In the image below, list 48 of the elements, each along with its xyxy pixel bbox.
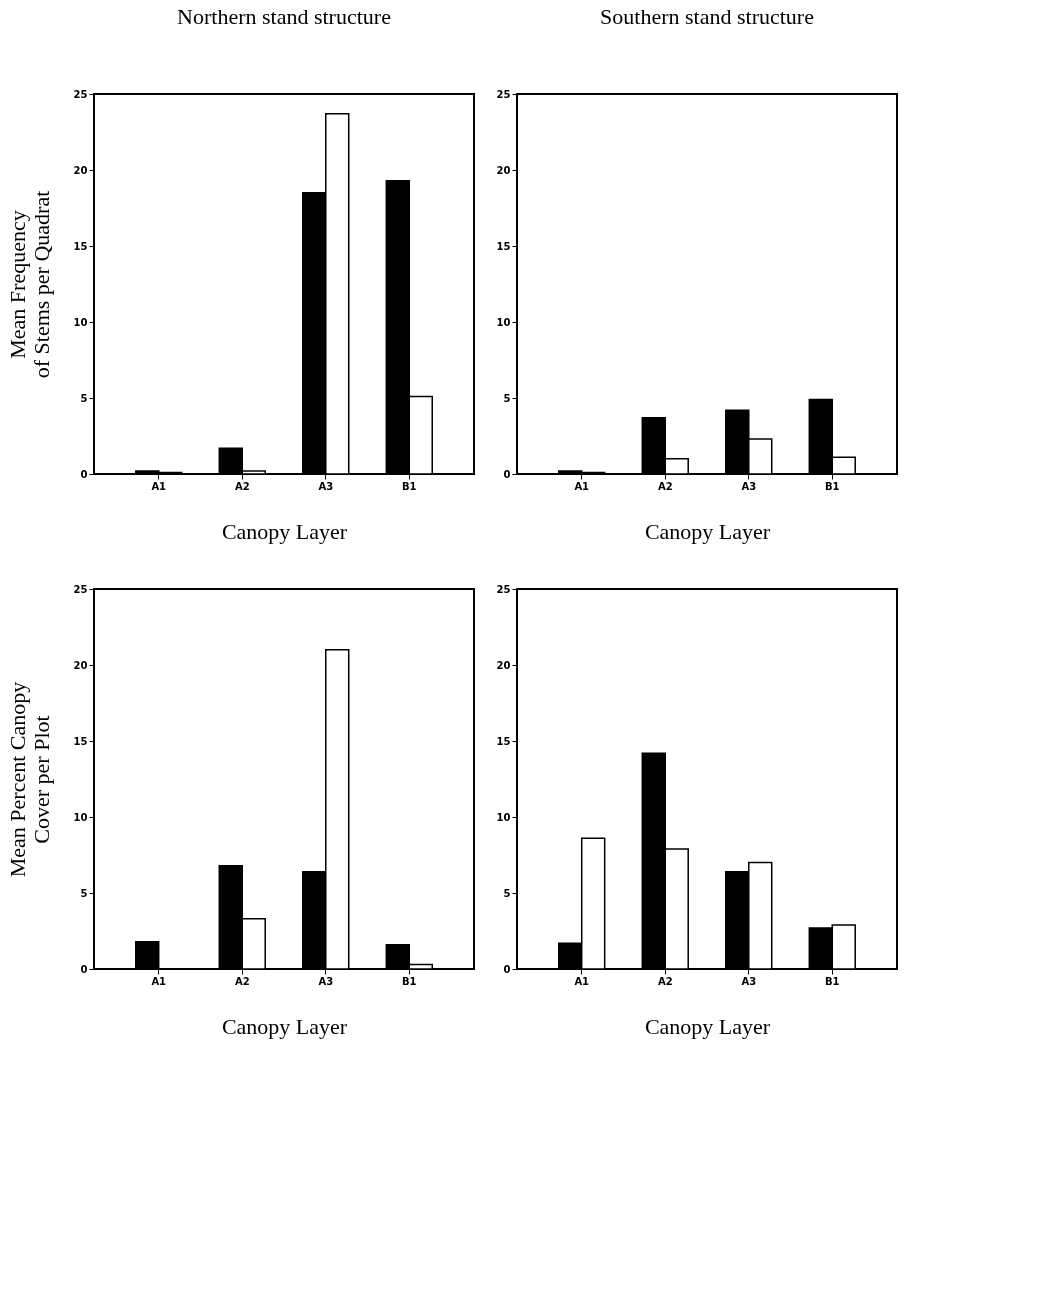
y-tick-label: 25	[496, 583, 511, 595]
x-tick-label: A1	[574, 480, 590, 492]
x-tick-label: A1	[151, 975, 167, 987]
chart-title: Southern stand structure	[600, 4, 814, 29]
y-tick-label: 15	[496, 735, 511, 747]
x-tick-label: A1	[151, 480, 167, 492]
y-tick-label: 0	[80, 468, 88, 480]
y-tick-label: 0	[80, 963, 88, 975]
y-tick-label: 15	[496, 240, 511, 252]
y-tick-label: 25	[73, 583, 88, 595]
y-axis-title: Mean Percent Canopy Cover per Plot	[4, 681, 54, 878]
y-tick-label: 25	[496, 88, 511, 100]
x-tick-label: B1	[401, 975, 417, 987]
y-tick-label: 20	[496, 659, 511, 671]
y-tick-label: 20	[496, 164, 511, 176]
x-axis-title: Canopy Layer	[221, 518, 348, 544]
x-axis-title: Canopy Layer	[644, 1013, 771, 1039]
y-tick-label: 5	[80, 392, 88, 404]
x-tick-label: A3	[741, 480, 757, 492]
x-tick-label: A2	[234, 480, 250, 492]
x-tick-label: A2	[234, 975, 250, 987]
x-tick-label: B1	[401, 480, 417, 492]
chart-title: Northern stand structure	[177, 4, 391, 29]
y-tick-label: 5	[503, 887, 511, 899]
x-tick-label: A1	[574, 975, 590, 987]
y-axis-title: Mean Frequency of Stems per Quadrat	[4, 190, 54, 379]
x-tick-label: A2	[657, 480, 673, 492]
x-tick-label: A3	[318, 975, 334, 987]
y-tick-label: 5	[80, 887, 88, 899]
y-tick-label: 10	[496, 811, 511, 823]
y-tick-label: 5	[503, 392, 511, 404]
x-tick-label: A3	[318, 480, 334, 492]
x-axis-title: Canopy Layer	[644, 518, 771, 544]
y-tick-label: 0	[503, 963, 511, 975]
x-tick-label: A3	[741, 975, 757, 987]
x-tick-label: B1	[824, 480, 840, 492]
y-tick-label: 20	[73, 164, 88, 176]
x-axis-title: Canopy Layer	[221, 1013, 348, 1039]
y-tick-label: 20	[73, 659, 88, 671]
y-tick-label: 15	[73, 240, 88, 252]
x-tick-label: B1	[824, 975, 840, 987]
y-tick-label: 10	[73, 811, 88, 823]
y-tick-label: 10	[73, 316, 88, 328]
x-tick-label: A2	[657, 975, 673, 987]
y-tick-label: 0	[503, 468, 511, 480]
y-tick-label: 10	[496, 316, 511, 328]
y-tick-label: 25	[73, 88, 88, 100]
y-tick-label: 15	[73, 735, 88, 747]
